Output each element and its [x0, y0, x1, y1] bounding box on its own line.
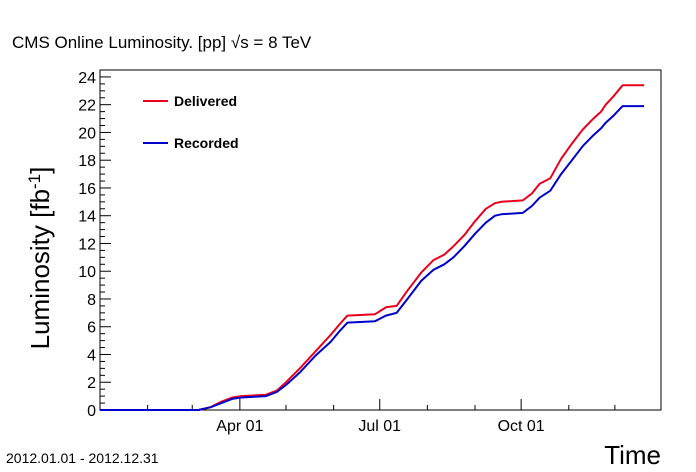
x-tick-label: Jul 01 — [358, 418, 401, 435]
y-tick-label: 12 — [78, 236, 96, 253]
x-tick-label: Oct 01 — [498, 418, 545, 435]
y-axis-title-main: Luminosity [fb — [25, 189, 55, 349]
series-line-recorded — [100, 105, 645, 411]
y-tick-label: 18 — [78, 153, 96, 170]
chart-title: CMS Online Luminosity. [pp] √s = 8 TeV — [12, 33, 312, 52]
y-tick-label: 24 — [78, 70, 96, 87]
y-tick-label: 10 — [78, 264, 96, 281]
series-line-delivered — [100, 84, 645, 411]
series-lines — [100, 84, 645, 411]
y-tick-label: 8 — [87, 292, 96, 309]
y-tick-label: 20 — [78, 125, 96, 142]
y-tick-label: 2 — [87, 375, 96, 392]
x-axis-title: Time — [604, 440, 661, 470]
legend-label-delivered: Delivered — [174, 93, 237, 109]
y-tick-label: 0 — [87, 403, 96, 420]
y-tick-label: 14 — [78, 209, 96, 226]
y-axis-title: Luminosity [fb-1] — [25, 167, 55, 350]
legend: Delivered Recorded — [143, 93, 239, 151]
date-range-note: 2012.01.01 - 2012.12.31 — [6, 450, 159, 466]
x-tick-label: Apr 01 — [216, 418, 263, 435]
legend-label-recorded: Recorded — [174, 135, 239, 151]
y-tick-label: 22 — [78, 98, 96, 115]
plot-frame — [99, 69, 662, 411]
y-axis-title-close: ] — [25, 167, 55, 174]
y-tick-label: 6 — [87, 320, 96, 337]
y-axis-title-superscript: -1 — [25, 174, 44, 189]
y-tick-label: 16 — [78, 181, 96, 198]
y-tick-label: 4 — [87, 347, 96, 364]
